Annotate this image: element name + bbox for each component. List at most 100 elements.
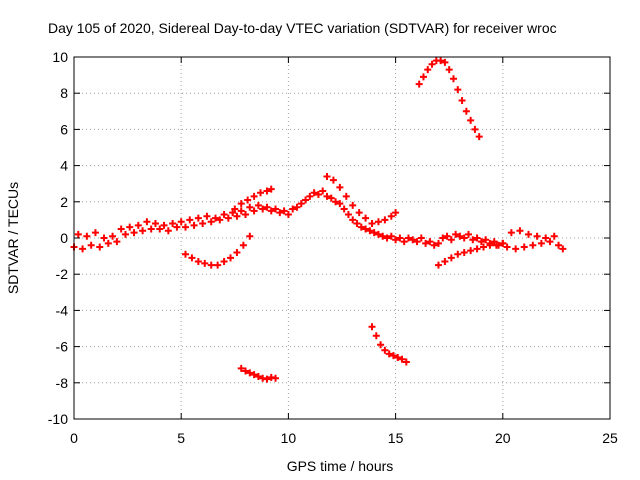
data-point	[87, 241, 95, 249]
data-point	[529, 241, 537, 249]
data-point	[417, 234, 425, 242]
data-point	[368, 220, 376, 228]
data-point	[460, 248, 468, 256]
data-point	[434, 261, 442, 269]
data-point	[362, 225, 370, 233]
data-point	[139, 227, 147, 235]
data-point	[246, 369, 254, 377]
data-point	[244, 196, 252, 204]
series-4	[434, 239, 507, 269]
x-tick-label: 0	[70, 430, 78, 446]
data-point	[212, 214, 220, 222]
data-point	[398, 355, 406, 363]
data-point	[471, 125, 479, 133]
data-point	[424, 66, 432, 74]
data-point	[276, 209, 284, 217]
data-point	[231, 205, 239, 213]
data-point	[216, 216, 224, 224]
grid	[74, 57, 610, 419]
data-point	[336, 200, 344, 208]
data-point	[214, 261, 222, 269]
data-point	[441, 58, 449, 66]
data-point	[342, 192, 350, 200]
data-point	[79, 245, 87, 253]
data-point	[181, 223, 189, 231]
series-0	[70, 187, 567, 253]
data-point	[104, 239, 112, 247]
data-point	[246, 203, 254, 211]
data-point	[199, 220, 207, 228]
data-point	[91, 229, 99, 237]
data-point	[454, 250, 462, 258]
data-point	[267, 207, 275, 215]
data-point	[147, 225, 155, 233]
data-point	[173, 223, 181, 231]
data-points	[70, 57, 567, 383]
data-point	[143, 218, 151, 226]
data-point	[546, 238, 554, 246]
data-point	[362, 214, 370, 222]
data-point	[190, 221, 198, 229]
data-point	[207, 261, 215, 269]
data-point	[96, 243, 104, 251]
data-point	[400, 238, 408, 246]
data-point	[475, 133, 483, 141]
data-point	[520, 243, 528, 251]
data-point	[415, 80, 423, 88]
data-point	[134, 221, 142, 229]
data-point	[344, 210, 352, 218]
y-tick-label: 6	[60, 121, 68, 137]
data-point	[482, 236, 490, 244]
data-point	[233, 248, 241, 256]
y-tick-label: -6	[56, 339, 69, 355]
data-point	[464, 230, 472, 238]
data-point	[220, 210, 228, 218]
x-axis-label: GPS time / hours	[287, 458, 394, 474]
data-point	[385, 350, 393, 358]
data-point	[492, 241, 500, 249]
data-point	[263, 375, 271, 383]
data-point	[441, 258, 449, 266]
data-point	[336, 183, 344, 191]
data-point	[422, 239, 430, 247]
y-tick-label: -8	[56, 375, 69, 391]
data-point	[203, 212, 211, 220]
data-point	[381, 216, 389, 224]
x-tick-label: 5	[177, 430, 185, 446]
data-point	[447, 254, 455, 262]
data-point	[297, 200, 305, 208]
data-point	[392, 236, 400, 244]
data-point	[310, 189, 318, 197]
data-point	[374, 230, 382, 238]
data-point	[319, 187, 327, 195]
data-point	[164, 227, 172, 235]
data-point	[246, 232, 254, 240]
data-point	[507, 229, 515, 237]
data-point	[381, 346, 389, 354]
data-point	[242, 367, 250, 375]
data-point	[387, 212, 395, 220]
data-point	[349, 216, 357, 224]
data-point	[366, 227, 374, 235]
data-point	[340, 205, 348, 213]
data-point	[237, 200, 245, 208]
data-point	[254, 372, 262, 380]
data-point	[280, 207, 288, 215]
data-point	[329, 176, 337, 184]
data-point	[542, 234, 550, 242]
data-point	[177, 218, 185, 226]
data-point	[426, 238, 434, 246]
data-point	[156, 225, 164, 233]
data-point	[437, 57, 445, 65]
data-point	[257, 189, 265, 197]
data-point	[188, 254, 196, 262]
data-point	[439, 234, 447, 242]
data-point	[224, 214, 232, 222]
data-point	[169, 220, 177, 228]
data-point	[289, 205, 297, 213]
x-tick-label: 20	[495, 430, 511, 446]
data-point	[181, 250, 189, 258]
data-point	[559, 245, 567, 253]
data-point	[259, 205, 267, 213]
